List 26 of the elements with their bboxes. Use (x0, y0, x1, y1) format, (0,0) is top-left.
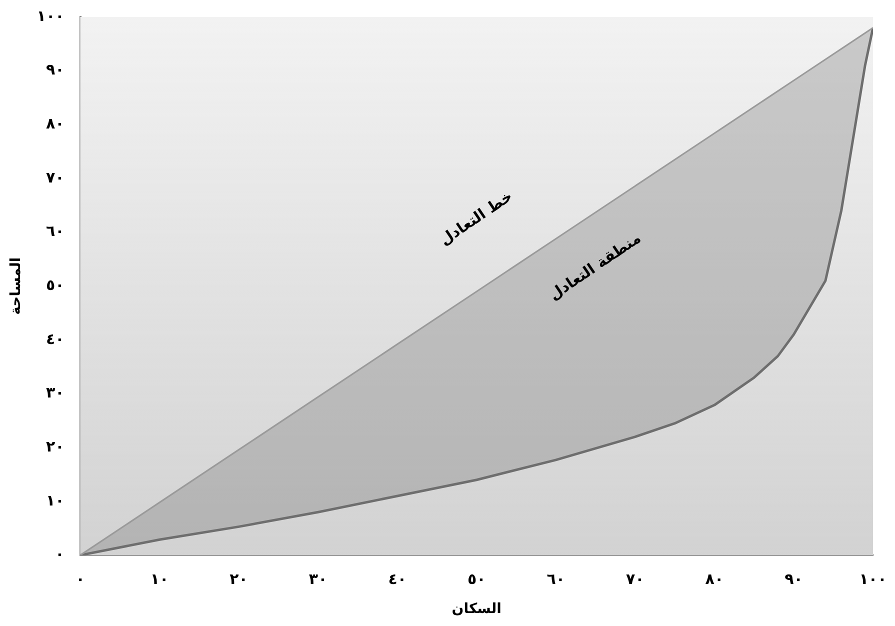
y-tick-label: ٨٠ (46, 114, 64, 133)
y-tick-label: ١٠٠ (36, 6, 64, 25)
x-tick-label: ٨٠ (705, 570, 724, 588)
x-tick-label: ٥٠ (467, 570, 486, 588)
y-tick-label: ٥٠ (46, 276, 64, 294)
x-tick-label: ٠ (76, 570, 85, 588)
x-tick-label: ٩٠ (784, 570, 803, 588)
x-tick-label: ٤٠ (388, 570, 407, 588)
x-axis-title: السكان (452, 601, 502, 618)
y-tick-label: ٢٠ (46, 437, 64, 456)
y-tick-label: ٩٠ (46, 60, 64, 79)
x-tick-label: ٣٠ (308, 570, 328, 588)
y-axis-title: المساحة (8, 257, 24, 315)
annotation: خط التعادل (436, 186, 516, 249)
x-tick-label: ٦٠ (546, 570, 566, 588)
x-tick-label: ١٠ (150, 570, 169, 588)
x-tick-label: ٧٠ (626, 570, 644, 588)
y-tick-label: ٤٠ (46, 330, 64, 348)
y-tick-label: ٦٠ (46, 222, 64, 240)
annotation: منطقة التعادل (546, 228, 644, 304)
x-tick-label: ٢٠ (230, 570, 248, 588)
y-tick-label: ٣٠ (46, 384, 64, 402)
y-tick-label: ٧٠ (46, 168, 64, 186)
y-tick-label: ١٠ (46, 491, 64, 510)
y-tick-label: ٠ (55, 545, 64, 564)
x-tick-label: ١٠٠ (859, 570, 887, 588)
